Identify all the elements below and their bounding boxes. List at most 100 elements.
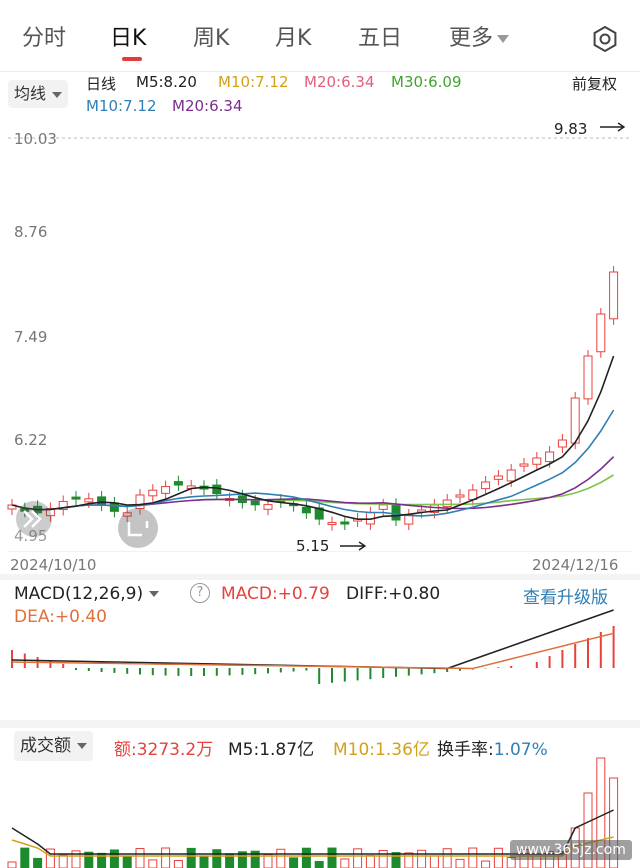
price-label-bottom: 4.95 (14, 527, 47, 545)
volume-bar (417, 849, 427, 868)
help-icon[interactable]: ? (190, 583, 210, 603)
settings-icon[interactable] (590, 24, 620, 54)
volume-bar (340, 858, 350, 868)
candle (404, 514, 414, 525)
volume-bar (199, 856, 209, 868)
volume-bar (468, 847, 478, 868)
tab-more-label: 更多 (449, 26, 494, 51)
candle (327, 522, 337, 526)
volume-selector-label: 成交额 (20, 736, 71, 756)
tab-daily-k[interactable]: 日K (110, 26, 147, 51)
candle (161, 486, 171, 494)
watermark: www.365jz.com (510, 840, 632, 860)
ma20-value: M20:6.34 (304, 73, 375, 91)
period-tab-bar: 分时 日K 周K 月K 五日 更多 (0, 0, 640, 72)
tab-weekly-k[interactable]: 周K (193, 26, 230, 51)
low-price-marker: 5.15 (296, 537, 329, 552)
volume-bar (609, 777, 619, 868)
macd-histogram (11, 626, 615, 684)
caret-down-icon (497, 35, 510, 43)
ma-selector-label: 均线 (14, 84, 47, 103)
caret-down-icon (149, 591, 160, 597)
ma-selector[interactable]: 均线 (8, 80, 69, 108)
tab-more[interactable]: 更多 (449, 22, 510, 56)
volume-bar (391, 852, 401, 868)
candle (455, 494, 465, 498)
volume-bar (71, 850, 81, 868)
fast-forward-icon[interactable] (16, 501, 52, 537)
volume-m5: M5:1.87亿 (228, 740, 315, 760)
candle (378, 504, 388, 510)
candle (97, 496, 107, 506)
candle (301, 506, 311, 514)
candles (7, 266, 619, 531)
end-date: 2024/12/16 (532, 556, 619, 574)
volume-bar (353, 848, 363, 868)
section-divider (0, 720, 640, 728)
volume-bar (429, 855, 439, 868)
volume-bar (493, 847, 503, 868)
candle (609, 271, 619, 320)
candle (506, 469, 516, 482)
volume-bar (365, 855, 375, 868)
macd-selector[interactable]: MACD(12,26,9) (14, 584, 160, 604)
candle (148, 489, 158, 497)
candle (583, 355, 593, 400)
price-label-2: 8.76 (14, 223, 47, 241)
candle (391, 503, 401, 521)
kline-chart[interactable]: 10.03 8.76 7.49 6.22 4.95 9.83 5.15 (0, 120, 640, 552)
macd-selector-label: MACD(12,26,9) (14, 584, 144, 604)
volume-bar (596, 757, 606, 868)
candle (519, 463, 529, 467)
dea-value: DEA:+0.40 (14, 607, 107, 627)
tab-intraday[interactable]: 分时 (22, 26, 67, 51)
tab-five-day[interactable]: 五日 (358, 26, 403, 51)
volume-bar (122, 855, 132, 868)
caret-down-icon (77, 743, 87, 749)
volume-bar (58, 854, 68, 868)
adjust-mode[interactable]: 前复权 (572, 75, 618, 93)
volume-bar (301, 847, 311, 868)
candle (71, 496, 81, 500)
high-price-marker: 9.83 (554, 120, 587, 138)
candle (545, 451, 555, 463)
candle (84, 498, 94, 503)
ma30-value: M30:6.09 (391, 73, 462, 91)
volume-m10: M10:1.36亿 (333, 740, 430, 760)
volume-bar (327, 847, 337, 868)
diff-line (11, 609, 614, 670)
period-label: 日线 (86, 75, 117, 93)
high-marker-arrow-icon (600, 122, 626, 132)
candle (596, 313, 606, 353)
candle (340, 521, 350, 525)
volume-selector[interactable]: 成交额 (14, 731, 93, 761)
turnover-rate: 换手率:1.07% (437, 735, 548, 760)
volume-bar (135, 848, 145, 868)
volume-bar (455, 858, 465, 868)
ma10-line-value: M10:7.12 (86, 97, 157, 115)
turnover-label: 换手率: (437, 740, 494, 760)
caret-down-icon (52, 91, 63, 98)
candle (58, 500, 68, 511)
candle (263, 504, 273, 510)
price-label-4: 6.22 (14, 431, 47, 449)
section-divider (0, 574, 640, 580)
volume-bar (289, 857, 299, 868)
tab-monthly-k[interactable]: 月K (275, 26, 312, 51)
volume-bar (212, 849, 222, 868)
volume-bar (45, 848, 55, 868)
ma5-line (11, 355, 615, 521)
expand-icon[interactable] (118, 508, 158, 548)
macd-value: MACD:+0.79 (221, 584, 330, 604)
candle (109, 502, 119, 512)
volume-bar (378, 849, 388, 868)
low-marker-arrow-icon (340, 541, 367, 551)
macd-chart (11, 609, 615, 684)
ma20-line-value: M20:6.34 (172, 97, 243, 115)
volume-bar (481, 860, 491, 868)
candle (532, 457, 542, 465)
upgrade-link[interactable]: 查看升级版 (523, 588, 608, 608)
amount-value: 额:3273.2万 (114, 740, 214, 760)
volume-bar (161, 847, 171, 868)
volume-bar (148, 859, 158, 868)
